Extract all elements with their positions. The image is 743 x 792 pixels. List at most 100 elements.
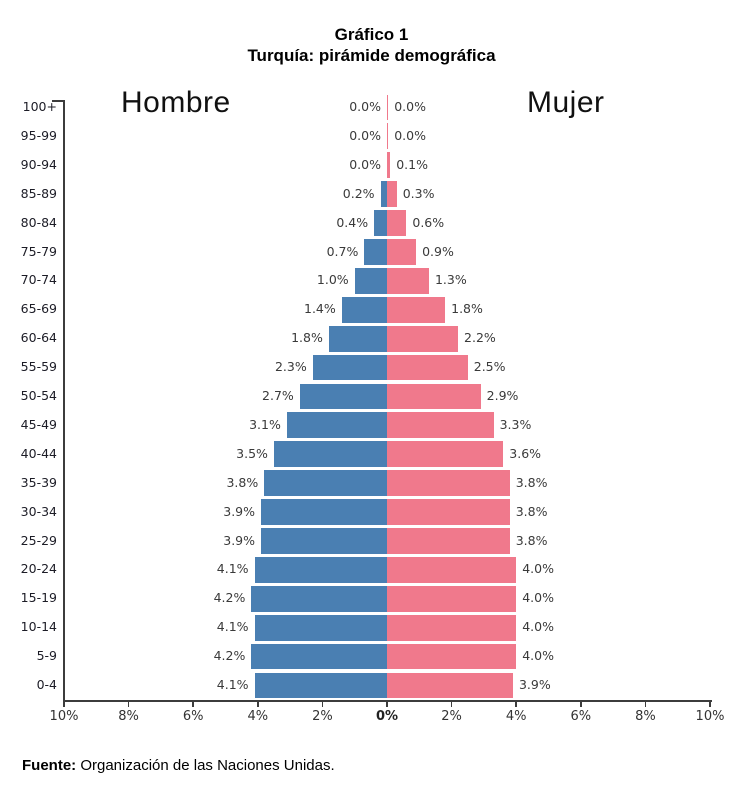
- age-group-label: 40-44: [20, 445, 57, 461]
- male-value-label: 0.2%: [342, 185, 375, 201]
- female-value-label: 2.9%: [486, 388, 519, 403]
- source-note-text: Organización de las Naciones Unidas.: [76, 757, 335, 774]
- age-group-label: 0-4: [36, 677, 57, 692]
- source-note: Fuente: Organización de las Naciones Uni…: [22, 757, 335, 774]
- x-axis-tick-label: 6%: [570, 709, 592, 724]
- male-value-label: 0.4%: [336, 214, 369, 230]
- chart-title-line1: Gráfico 1: [334, 25, 409, 44]
- male-bar: [254, 614, 387, 641]
- male-value-label: 3.8%: [226, 474, 259, 490]
- source-note-prefix: Fuente:: [22, 757, 77, 774]
- female-bar: [387, 94, 389, 121]
- male-bar: [364, 239, 387, 265]
- male-bar: [254, 556, 387, 583]
- male-value-label: 0.0%: [349, 127, 381, 143]
- x-axis-tick: [257, 700, 259, 707]
- female-value-label: 3.8%: [515, 532, 548, 548]
- male-value-label: 3.1%: [249, 416, 281, 432]
- age-group-label: 75-79: [20, 243, 57, 259]
- female-bar: [387, 123, 389, 150]
- x-axis-tick-label: 0%: [375, 709, 399, 724]
- age-group-label: 100+: [22, 99, 57, 114]
- male-bar: [374, 210, 387, 236]
- female-bar: [387, 643, 517, 670]
- male-bar: [286, 412, 387, 439]
- female-bar: [387, 267, 429, 294]
- female-bar: [387, 152, 391, 179]
- male-bar: [254, 672, 387, 699]
- female-bar: [387, 325, 459, 352]
- female-bar: [387, 354, 468, 381]
- female-value-label: 4.0%: [522, 561, 554, 577]
- x-axis-tick-label: 2%: [312, 709, 333, 724]
- male-bar: [261, 499, 387, 525]
- x-axis-tick: [192, 700, 194, 707]
- male-value-label: 0.0%: [349, 156, 381, 172]
- age-group-label: 50-54: [20, 388, 57, 403]
- x-axis-tick: [63, 700, 65, 707]
- male-bar: [273, 441, 387, 468]
- male-bar: [341, 296, 387, 323]
- male-bar: [354, 267, 387, 294]
- age-group-label: 95-99: [20, 127, 57, 143]
- male-value-label: 2.7%: [262, 388, 294, 403]
- female-value-label: 3.9%: [518, 677, 551, 692]
- male-bar: [328, 325, 387, 352]
- x-axis-tick-label: 6%: [182, 709, 204, 724]
- male-value-label: 3.9%: [223, 532, 256, 548]
- female-bar: [387, 556, 517, 583]
- male-value-label: 2.3%: [274, 359, 307, 375]
- female-value-label: 0.0%: [394, 99, 426, 114]
- age-group-label: 35-39: [20, 474, 57, 490]
- female-bar: [387, 239, 417, 265]
- age-group-label: 55-59: [20, 359, 57, 375]
- male-value-label: 3.5%: [236, 445, 268, 461]
- male-value-label: 0.0%: [349, 99, 381, 114]
- age-group-label: 45-49: [20, 416, 57, 432]
- female-bar: [387, 585, 517, 612]
- x-axis-tick-label: 4%: [247, 709, 269, 724]
- female-bar: [387, 672, 513, 699]
- female-value-label: 0.3%: [402, 185, 435, 201]
- female-value-label: 0.1%: [396, 156, 428, 172]
- age-group-label: 30-34: [20, 503, 57, 519]
- female-value-label: 4.0%: [522, 619, 554, 635]
- age-group-label: 90-94: [20, 156, 57, 172]
- x-axis-tick-label: 10%: [49, 709, 79, 724]
- female-value-label: 1.3%: [434, 272, 467, 288]
- female-bar: [387, 181, 397, 208]
- male-value-label: 4.1%: [216, 619, 249, 635]
- male-value-label: 4.1%: [216, 561, 249, 577]
- male-value-label: 4.2%: [213, 648, 246, 664]
- female-value-label: 4.0%: [522, 590, 554, 606]
- female-value-label: 0.0%: [394, 127, 426, 143]
- male-bar: [261, 528, 387, 554]
- x-axis-tick: [709, 700, 711, 707]
- male-bar: [299, 383, 387, 410]
- female-bar: [387, 528, 510, 554]
- x-axis-tick-label: 2%: [441, 709, 462, 724]
- female-bar: [387, 614, 517, 641]
- age-group-label: 20-24: [20, 561, 57, 577]
- male-value-label: 0.7%: [326, 243, 359, 259]
- male-value-label: 1.4%: [304, 301, 336, 317]
- male-value-label: 1.0%: [316, 272, 349, 288]
- female-bar: [387, 412, 494, 439]
- age-group-label: 25-29: [20, 532, 57, 548]
- male-bar: [251, 585, 387, 612]
- female-value-label: 3.6%: [509, 445, 542, 461]
- x-axis-tick: [644, 700, 647, 707]
- age-group-label: 65-69: [20, 301, 57, 317]
- female-bar: [387, 210, 407, 236]
- female-value-label: 4.0%: [522, 648, 554, 664]
- x-axis-tick: [580, 700, 582, 707]
- female-bar: [387, 441, 504, 468]
- chart-title: Gráfico 1 Turquía: pirámide demográfica: [0, 24, 743, 66]
- male-value-label: 1.8%: [291, 330, 323, 346]
- age-group-label: 80-84: [20, 214, 57, 230]
- female-side-label: Mujer: [527, 86, 605, 119]
- female-bar: [387, 470, 510, 497]
- age-group-label: 5-9: [36, 648, 57, 664]
